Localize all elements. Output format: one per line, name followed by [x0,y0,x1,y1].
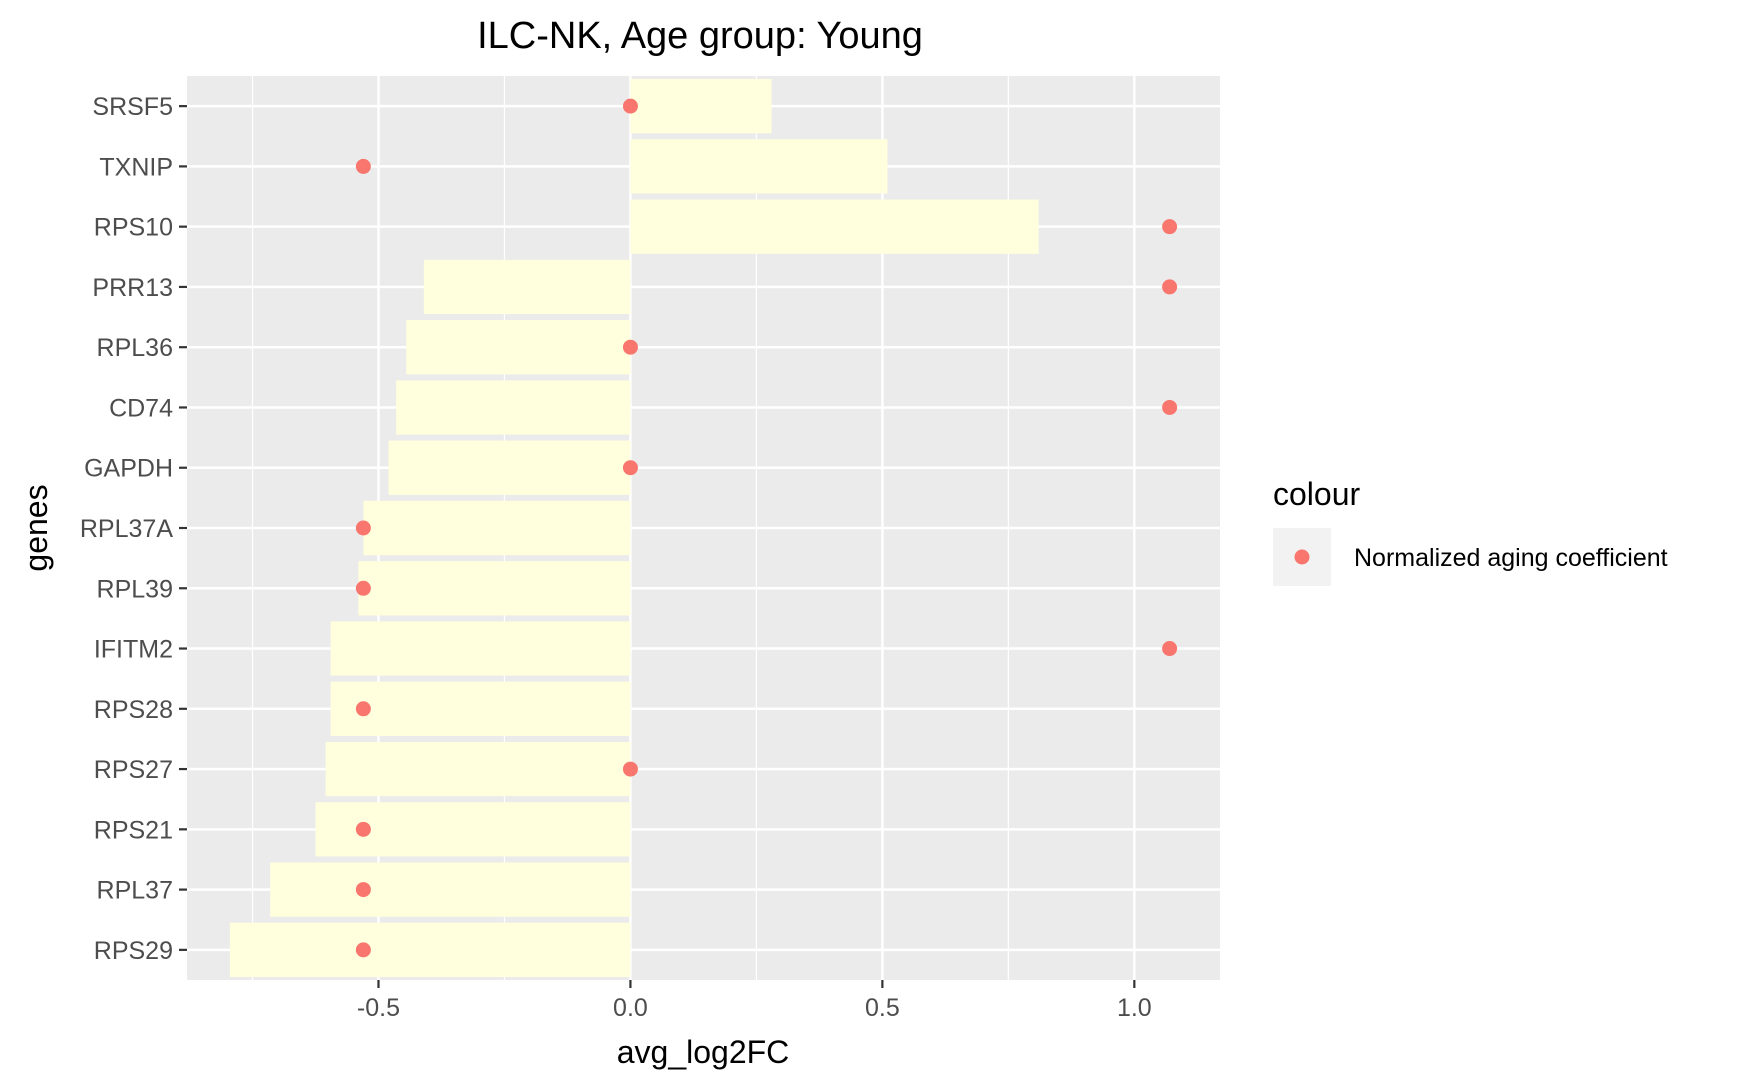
point-gapdh [622,460,638,476]
bar-cd74 [396,380,631,435]
bar-gapdh [388,440,631,495]
bar-rpl37a [363,500,631,556]
bar-rps10 [630,199,1039,254]
y-tick-label: GAPDH [84,455,173,483]
y-tick-label: RPL36 [97,334,173,362]
y-tick-label: CD74 [109,394,173,422]
point-rps28 [355,701,371,717]
point-rpl37a [355,520,371,536]
y-tick-label: IFITM2 [94,636,173,664]
points [355,98,1178,958]
x-axis-title: avg_log2FC [617,1034,790,1070]
y-tick-label: RPS29 [94,937,173,965]
y-tick-label: RPL37A [80,515,173,543]
point-ifitm2 [1162,641,1178,657]
point-cd74 [1162,399,1178,415]
point-txnip [355,158,371,174]
y-axis-title: genes [18,484,54,571]
bar-ifitm2 [330,621,631,676]
x-tick-label: 0.0 [613,994,648,1022]
point-srsf5 [622,98,638,114]
bar-txnip [630,139,888,194]
chart-title: ILC-NK, Age group: Young [477,15,923,57]
x-tick-label: -0.5 [357,994,400,1022]
y-tick-label: RPL37 [97,877,173,905]
y-tick-label: RPS10 [94,214,173,242]
point-rps29 [355,942,371,958]
point-prr13 [1162,279,1178,295]
x-tick-label: 0.5 [865,994,900,1022]
x-axis: -0.5 0.0 0.5 1.0 [357,980,1152,1022]
y-tick-label: TXNIP [99,153,173,181]
legend-title: colour [1273,476,1361,512]
legend-point [1294,549,1310,565]
bar-rps28 [330,681,631,736]
legend-entry: Normalized aging coefficient [1354,544,1668,572]
y-tick-label: RPS28 [94,696,173,724]
bar-rpl39 [358,561,631,616]
point-rpl39 [355,580,371,596]
bar-rpl36 [406,320,631,375]
point-rps21 [355,821,371,837]
point-rps27 [622,761,638,777]
y-tick-label: RPL39 [97,575,173,603]
x-tick-label: 1.0 [1117,994,1152,1022]
y-tick-label: SRSF5 [92,93,173,121]
y-axis: SRSF5 TXNIP RPS10 PRR13 RPL36 CD74 GAPDH RPL37A… [80,93,187,965]
point-rpl36 [622,339,638,355]
y-tick-label: PRR13 [92,274,173,302]
bar-prr13 [423,259,631,315]
legend: colour Normalized aging coefficient [1273,476,1668,586]
bar-rps27 [325,741,631,797]
bars [229,79,1039,977]
y-tick-label: RPS21 [94,816,173,844]
bar-srsf5 [630,79,772,134]
y-tick-label: RPS27 [94,756,173,784]
bar-rps29 [229,922,631,977]
point-rps10 [1162,219,1178,235]
bar-rpl37 [270,862,631,917]
point-rpl37 [355,882,371,898]
